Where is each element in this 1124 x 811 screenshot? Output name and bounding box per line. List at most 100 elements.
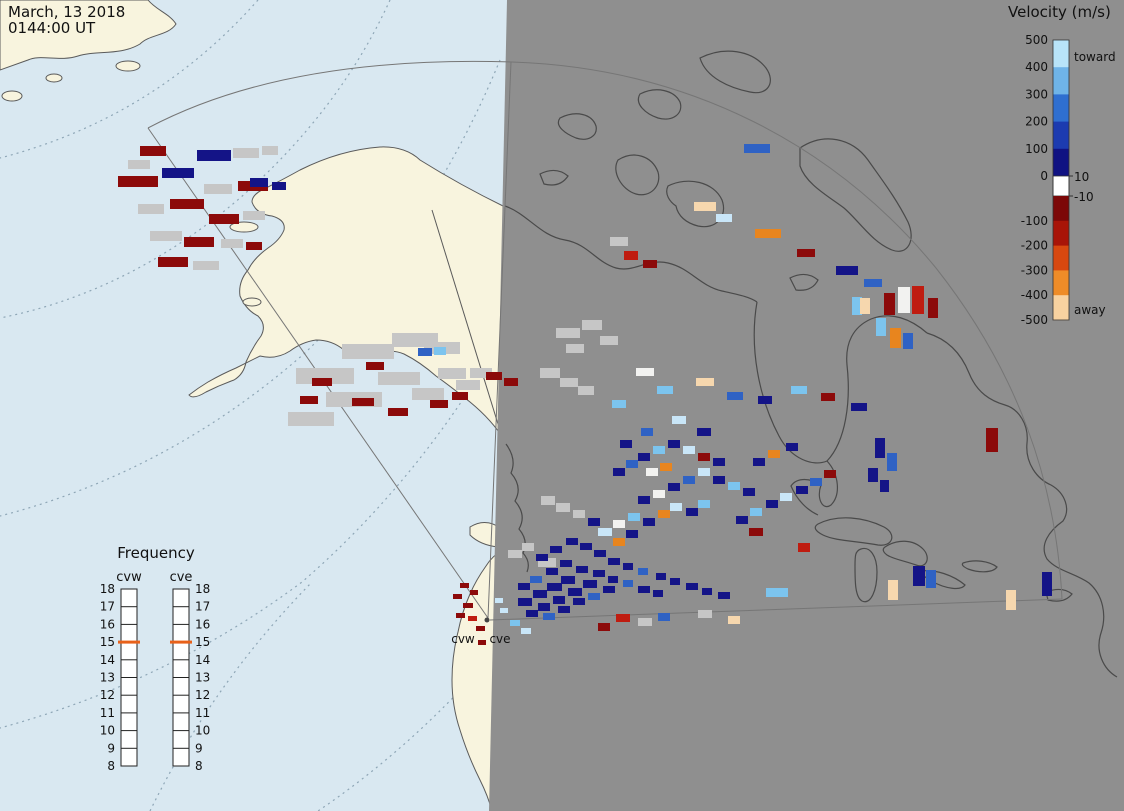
velocity-cell xyxy=(683,476,695,484)
velocity-cell xyxy=(288,412,334,426)
velocity-cell xyxy=(243,211,265,220)
velocity-cell xyxy=(758,396,772,404)
velocity-cell xyxy=(660,463,672,471)
velocity-cell xyxy=(588,593,600,600)
velocity-cell xyxy=(612,400,626,408)
velocity-cell xyxy=(698,468,710,476)
velocity-cell xyxy=(500,608,508,613)
velocity-cell xyxy=(538,558,556,567)
velocity-cell xyxy=(636,368,654,376)
terminator-night-region xyxy=(489,0,1124,811)
frequency-tick-label: 9 xyxy=(195,741,203,755)
frequency-tick-label: 18 xyxy=(195,582,210,596)
velocity-cell xyxy=(749,528,763,536)
velocity-cell xyxy=(702,588,712,595)
velocity-cell xyxy=(912,286,924,314)
velocity-cell xyxy=(388,408,408,416)
velocity-cell xyxy=(928,298,938,318)
velocity-cell xyxy=(653,446,665,454)
velocity-cell xyxy=(718,592,730,599)
velocity-cell xyxy=(796,486,808,494)
velocity-cell xyxy=(518,598,532,606)
velocity-cell xyxy=(378,372,420,385)
velocity-cell xyxy=(193,261,219,270)
velocity-cell xyxy=(786,443,798,451)
velocity-cell xyxy=(543,613,555,620)
velocity-cell xyxy=(686,508,698,516)
frequency-tick-label: 15 xyxy=(100,635,115,649)
velocity-cell xyxy=(580,543,592,550)
prince-patrick-island-outline xyxy=(557,113,597,140)
velocity-cell xyxy=(560,378,578,387)
toward-label: toward xyxy=(1074,50,1116,64)
velocity-cell xyxy=(553,596,565,604)
velocity-cell xyxy=(643,260,657,268)
graticule-line xyxy=(0,0,259,159)
velocity-cell xyxy=(698,453,710,461)
colorbar-zero-band xyxy=(1052,175,1070,197)
velocity-cell xyxy=(864,279,882,287)
velocity-cell xyxy=(626,460,638,468)
velocity-cell xyxy=(533,590,547,598)
colorbar-away-segment xyxy=(1053,295,1069,321)
colorbar-toward-segment xyxy=(1053,67,1069,95)
velocity-cell xyxy=(824,470,836,478)
velocity-cell xyxy=(138,204,164,214)
bering-island xyxy=(115,60,141,72)
colorbar-away-segment xyxy=(1053,220,1069,247)
velocity-cell xyxy=(884,293,895,315)
velocity-cell xyxy=(638,586,650,593)
velocity-cell xyxy=(468,616,477,621)
lake-ontario-outline xyxy=(961,560,998,573)
velocity-cell xyxy=(713,458,725,466)
velocity-cell xyxy=(578,386,594,395)
time-label: 0144:00 UT xyxy=(8,19,96,37)
velocity-cell xyxy=(641,428,653,436)
colorbar-tick-label: -200 xyxy=(1021,239,1048,253)
colorbar-tick-label: -100 xyxy=(1021,214,1048,228)
velocity-cell xyxy=(221,239,243,248)
frequency-tick-label: 16 xyxy=(195,617,210,631)
velocity-cell xyxy=(797,249,815,257)
velocity-cell xyxy=(608,576,618,583)
lake-superior-outline xyxy=(814,517,893,546)
velocity-cell xyxy=(560,560,572,567)
away-label: away xyxy=(1074,303,1106,317)
colorbar-tick-label: -300 xyxy=(1021,263,1048,277)
colorbar-toward-segment xyxy=(1053,94,1069,123)
frequency-tick-label: 13 xyxy=(100,671,115,685)
velocity-cell xyxy=(697,428,711,436)
radar-east-label: cve xyxy=(489,632,510,646)
frequency-marker xyxy=(118,640,140,644)
velocity-cell xyxy=(262,146,278,155)
chukotka-landmass xyxy=(0,0,177,71)
velocity-cell xyxy=(890,328,901,348)
velocity-cell xyxy=(312,378,332,386)
velocity-cell xyxy=(463,603,473,608)
bering-island xyxy=(45,73,63,83)
velocity-cell xyxy=(536,554,548,561)
velocity-cell xyxy=(623,580,633,587)
velocity-cell xyxy=(233,148,259,158)
velocity-cell xyxy=(486,372,502,380)
velocity-cell xyxy=(766,588,788,597)
velocity-cell xyxy=(728,482,740,490)
velocity-cell xyxy=(653,490,665,498)
velocity-cell xyxy=(556,503,570,512)
colorbar-tick-label: 200 xyxy=(1025,115,1048,129)
radar-west-label: cvw xyxy=(451,632,475,646)
velocity-cell xyxy=(620,440,632,448)
velocity-cell xyxy=(184,237,214,247)
velocity-cell xyxy=(753,458,765,466)
velocity-cell xyxy=(598,623,610,631)
colorbar-toward-segment xyxy=(1053,121,1069,150)
frequency-tick-label: 13 xyxy=(195,671,210,685)
colorbar-tick-label: -400 xyxy=(1021,288,1048,302)
devon-island-outline xyxy=(637,89,682,120)
header: March, 13 2018 0144:00 UT xyxy=(8,3,125,37)
velocity-cell xyxy=(613,468,625,476)
velocity-cell xyxy=(594,550,606,557)
arctic-small-island-outline xyxy=(539,169,569,186)
frequency-tick-label: 10 xyxy=(100,724,115,738)
colorbar-tick-label: 400 xyxy=(1025,60,1048,74)
